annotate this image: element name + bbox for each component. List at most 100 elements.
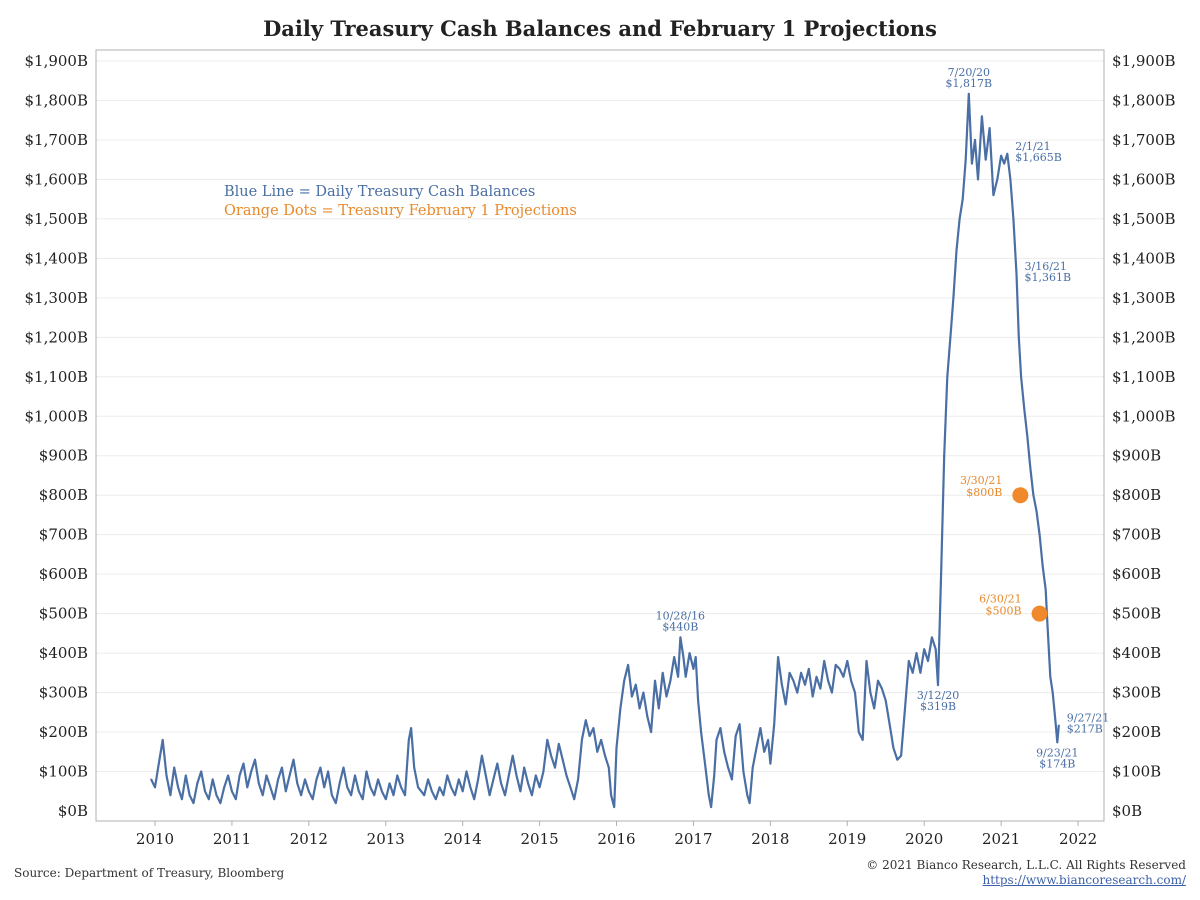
data-point	[930, 636, 933, 639]
data-point	[830, 691, 833, 694]
data-point	[1015, 272, 1018, 275]
data-point	[869, 691, 872, 694]
data-point	[952, 296, 955, 299]
x-tick-label: 2018	[751, 830, 789, 848]
data-point	[431, 790, 433, 793]
data-point	[361, 798, 364, 801]
data-point	[346, 786, 349, 789]
projection-value-label: $500B	[986, 605, 1022, 618]
data-point	[715, 739, 718, 741]
data-point	[300, 794, 303, 797]
data-point	[584, 719, 587, 722]
data-point	[219, 802, 222, 805]
data-point	[188, 794, 191, 797]
data-point	[880, 687, 883, 690]
y-tick-label-right: $100B	[1112, 763, 1161, 781]
data-point	[457, 778, 460, 781]
y-tick-label-right: $1,900B	[1112, 52, 1176, 70]
data-point	[646, 715, 649, 718]
website-link[interactable]: https://www.biancoresearch.com/	[982, 873, 1186, 887]
data-point	[261, 794, 264, 797]
data-point	[338, 782, 341, 785]
grid-layer	[96, 60, 1104, 773]
y-tick-label-left: $400B	[39, 644, 88, 662]
data-point	[934, 648, 937, 651]
data-point	[927, 660, 929, 662]
data-point	[694, 656, 697, 658]
data-point	[804, 683, 806, 686]
data-point	[904, 707, 906, 710]
data-point	[350, 794, 353, 797]
data-point	[767, 739, 769, 741]
data-point	[759, 727, 762, 730]
data-point	[515, 774, 518, 777]
x-tick-label: 2011	[213, 830, 251, 848]
data-point	[292, 758, 295, 761]
data-point	[988, 127, 991, 130]
data-point	[327, 770, 329, 773]
data-point	[169, 794, 172, 797]
y-tick-label-left: $1,800B	[24, 91, 88, 109]
data-point	[1044, 589, 1047, 591]
data-point	[884, 699, 887, 702]
data-point	[642, 691, 645, 694]
data-point	[780, 683, 783, 686]
data-point	[846, 660, 849, 662]
data-point	[211, 778, 214, 781]
data-point	[634, 683, 637, 686]
data-point	[788, 671, 791, 674]
y-tick-label-left: $1,400B	[24, 249, 88, 267]
data-point	[323, 786, 326, 789]
copyright-text: © 2021 Bianco Research, L.L.C. All Right…	[866, 858, 1186, 872]
axis-layer: $0B $0B $100B $100B $200B $200B $300B $300B $400…	[24, 49, 1176, 848]
data-point	[684, 675, 687, 678]
x-tick-label: 2014	[444, 830, 482, 848]
data-point	[980, 115, 983, 118]
annotation-value: $319B	[920, 700, 956, 713]
data-point	[442, 794, 445, 797]
data-point	[1051, 691, 1054, 694]
y-tick-label-right: $900B	[1112, 447, 1161, 465]
data-point	[915, 652, 918, 655]
plot-frame	[95, 49, 1105, 822]
data-point	[542, 770, 545, 773]
y-tick-label-left: $1,900B	[24, 52, 88, 70]
data-point	[919, 671, 922, 674]
data-point	[404, 794, 406, 797]
data-point	[396, 774, 399, 777]
data-point	[154, 786, 156, 789]
data-point	[465, 770, 468, 773]
data-point	[417, 786, 419, 789]
data-point	[738, 723, 741, 726]
data-point	[665, 695, 668, 698]
source-note: Source: Department of Treasury, Bloomber…	[14, 866, 285, 880]
data-point	[996, 178, 999, 181]
data-point	[710, 806, 713, 808]
y-tick-label-left: $0B	[58, 802, 88, 820]
data-point	[613, 806, 616, 808]
annotation-date: 10/28/16	[656, 609, 705, 622]
data-point	[569, 786, 572, 789]
y-tick-label-left: $1,600B	[24, 170, 88, 188]
data-point	[1056, 741, 1059, 744]
data-point	[507, 774, 510, 777]
data-point	[650, 731, 653, 733]
data-point	[492, 778, 495, 781]
data-point	[531, 794, 533, 797]
data-point	[1054, 715, 1056, 718]
data-point	[819, 687, 822, 690]
data-point	[550, 754, 553, 757]
data-point	[150, 778, 153, 781]
data-point	[304, 778, 306, 781]
data-point	[496, 762, 499, 765]
data-point	[413, 766, 416, 769]
data-point	[423, 794, 426, 797]
y-tick-label-left: $500B	[39, 605, 88, 623]
data-point	[610, 794, 613, 797]
data-point	[519, 790, 522, 793]
data-point	[534, 774, 537, 777]
data-point	[596, 750, 599, 753]
data-point	[265, 774, 268, 777]
data-point	[911, 671, 914, 674]
data-point	[773, 723, 776, 726]
